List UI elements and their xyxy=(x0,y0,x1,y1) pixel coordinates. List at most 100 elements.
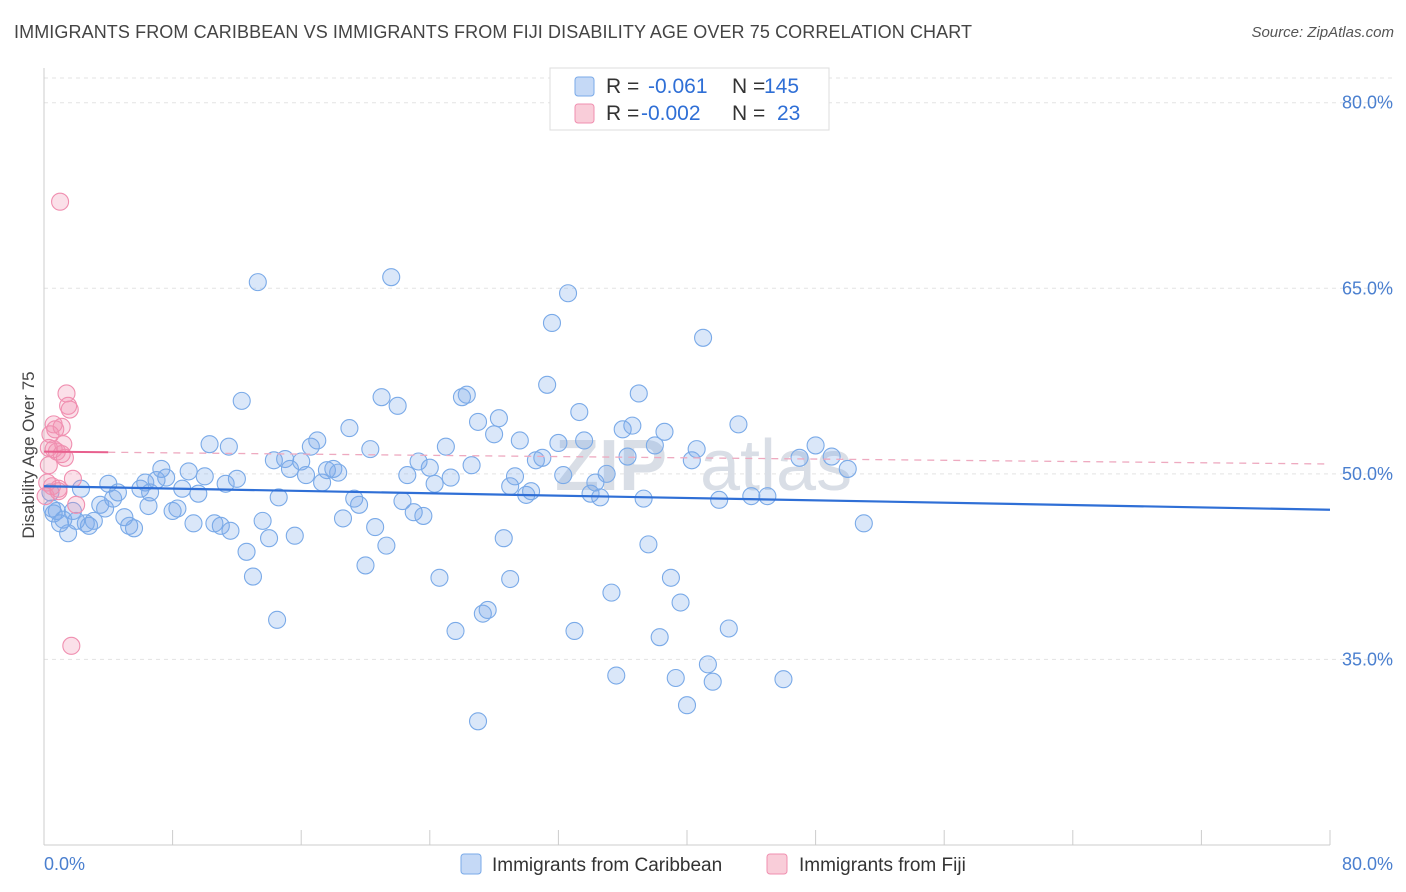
point-caribbean xyxy=(104,489,123,508)
point-caribbean xyxy=(409,452,428,471)
point-caribbean xyxy=(570,402,589,422)
legend-n-value-caribbean: 145 xyxy=(764,75,799,98)
point-caribbean xyxy=(280,459,299,478)
point-caribbean xyxy=(489,409,508,428)
point-caribbean xyxy=(494,529,513,548)
point-caribbean xyxy=(436,437,455,456)
point-caribbean xyxy=(404,503,423,522)
legend-n-label-fiji: N = xyxy=(732,102,765,125)
point-caribbean xyxy=(538,375,557,394)
point-caribbean xyxy=(655,422,674,441)
point-caribbean xyxy=(377,536,396,555)
point-caribbean xyxy=(211,516,230,535)
point-caribbean xyxy=(645,436,664,455)
point-caribbean xyxy=(758,487,777,506)
point-caribbean xyxy=(468,412,488,431)
legend-n-value-fiji: 23 xyxy=(777,102,800,125)
legend-bottom-swatch-fiji xyxy=(766,853,788,875)
point-fiji xyxy=(62,636,81,655)
point-caribbean xyxy=(505,467,525,486)
point-caribbean xyxy=(854,514,873,533)
legend-swatch-caribbean xyxy=(574,76,595,97)
point-fiji xyxy=(49,479,68,498)
point-caribbean xyxy=(607,666,626,685)
axes xyxy=(43,68,1331,846)
point-fiji xyxy=(52,417,71,436)
point-fiji xyxy=(67,495,86,514)
point-caribbean xyxy=(430,568,449,587)
point-caribbean xyxy=(136,473,155,492)
point-caribbean xyxy=(372,388,391,407)
point-caribbean xyxy=(468,712,488,731)
y-axis-label: Disability Age Over 75 xyxy=(19,371,38,538)
legend-bottom: Immigrants from Caribbean Immigrants fro… xyxy=(460,853,966,876)
y-tick-label: 50.0% xyxy=(1342,464,1393,484)
point-caribbean xyxy=(462,456,481,475)
point-caribbean xyxy=(184,514,203,533)
point-caribbean xyxy=(774,670,793,689)
point-caribbean xyxy=(44,504,63,523)
legend-r-value-fiji: -0.002 xyxy=(641,102,701,125)
point-caribbean xyxy=(152,459,171,478)
point-caribbean xyxy=(366,518,385,537)
point-caribbean xyxy=(682,451,701,470)
point-caribbean xyxy=(227,469,246,488)
point-caribbean xyxy=(195,467,214,486)
point-caribbean xyxy=(425,474,444,493)
point-caribbean xyxy=(650,628,669,647)
point-caribbean xyxy=(533,448,552,467)
point-caribbean xyxy=(269,488,288,507)
point-caribbean xyxy=(350,495,369,514)
point-caribbean xyxy=(742,487,761,506)
point-caribbean xyxy=(687,440,706,459)
point-caribbean xyxy=(501,569,520,589)
point-fiji xyxy=(44,440,63,459)
point-caribbean xyxy=(838,459,857,478)
point-caribbean xyxy=(84,511,103,530)
point-caribbean xyxy=(510,431,529,450)
point-fiji xyxy=(60,400,79,419)
legend-r-value-caribbean: -0.061 xyxy=(648,75,708,98)
point-caribbean xyxy=(356,556,375,575)
point-caribbean xyxy=(602,583,621,602)
point-caribbean xyxy=(237,542,256,561)
point-fiji xyxy=(63,469,82,488)
point-caribbean xyxy=(163,501,182,521)
legend-r-label-caribbean: R = xyxy=(606,75,639,98)
point-caribbean xyxy=(729,415,748,434)
point-caribbean xyxy=(219,437,238,456)
point-caribbean xyxy=(120,516,139,535)
point-caribbean xyxy=(549,433,568,452)
point-caribbean xyxy=(243,567,263,586)
watermark-atlas: atlas xyxy=(700,426,852,506)
point-caribbean xyxy=(661,568,680,587)
point-caribbean xyxy=(317,461,336,480)
point-caribbean xyxy=(179,462,198,481)
legend-top: R = -0.061 N = 145 R = -0.002 N = 23 xyxy=(549,67,830,131)
point-caribbean xyxy=(666,668,685,688)
point-caribbean xyxy=(452,388,472,407)
trend-line-caribbean xyxy=(43,485,1331,511)
point-caribbean xyxy=(189,484,208,503)
legend-r-label-fiji: R = xyxy=(606,102,639,125)
point-caribbean xyxy=(441,468,460,487)
point-caribbean xyxy=(276,449,295,469)
trend-lines xyxy=(43,450,1331,511)
legend-box xyxy=(549,67,830,131)
point-caribbean xyxy=(79,516,99,535)
point-fiji xyxy=(41,425,60,444)
point-caribbean xyxy=(698,655,717,674)
point-caribbean xyxy=(671,593,690,612)
point-caribbean xyxy=(639,535,658,554)
point-caribbean xyxy=(292,452,311,471)
y-tick-label: 80.0% xyxy=(1342,93,1393,113)
point-caribbean xyxy=(613,420,632,439)
point-caribbean xyxy=(340,419,359,438)
y-tick-label: 35.0% xyxy=(1342,649,1393,669)
data-points xyxy=(36,192,873,731)
point-caribbean xyxy=(677,696,697,715)
point-caribbean xyxy=(124,519,144,538)
point-caribbean xyxy=(157,468,176,487)
point-caribbean xyxy=(806,436,825,455)
